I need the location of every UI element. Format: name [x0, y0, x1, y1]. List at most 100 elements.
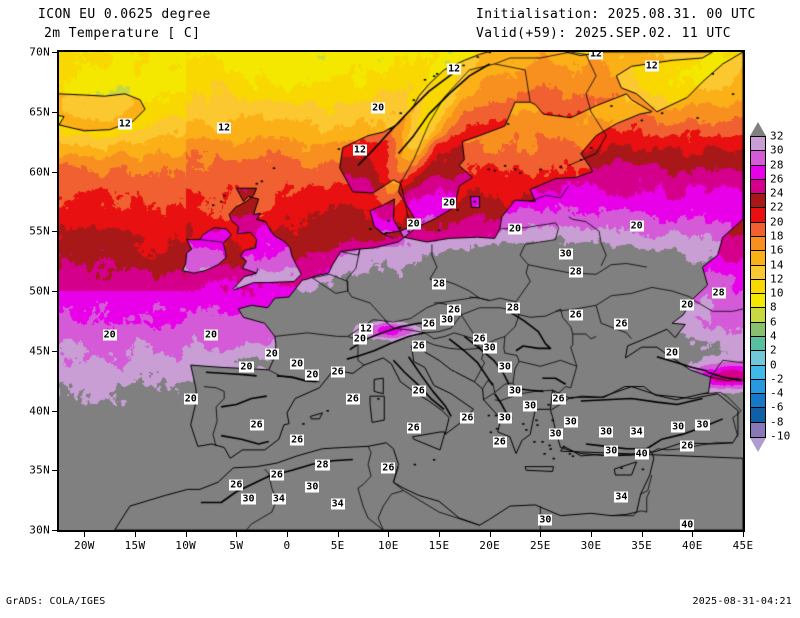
colorbar-band	[751, 194, 765, 209]
contour-value-label: 30	[538, 514, 553, 526]
colorbar-band	[751, 365, 765, 380]
temperature-field-canvas	[59, 52, 743, 530]
colorbar-tick-label: 22	[770, 200, 784, 214]
colorbar-band	[751, 151, 765, 166]
contour-value-label: 26	[249, 419, 264, 431]
colorbar-extend-top-icon	[750, 122, 766, 136]
x-tick-label: 10E	[377, 539, 399, 552]
colorbar-tick-label: 4	[770, 329, 777, 343]
x-tick-label: 0	[283, 539, 291, 552]
contour-value-label: 30	[482, 342, 497, 354]
y-tick-mark	[52, 410, 57, 412]
valid-time-label: Valid(+59): 2025.SEP.02. 11 UTC	[476, 26, 732, 41]
contour-value-label: 26	[680, 440, 695, 452]
colorbar-tick-label: 28	[770, 158, 784, 172]
colorbar-tick-label: 16	[770, 243, 784, 257]
contour-value-label: 30	[305, 481, 320, 493]
contour-value-label: 30	[507, 385, 523, 397]
contour-value-label: 30	[497, 361, 512, 373]
contour-value-label: 26	[411, 340, 426, 352]
x-tick-label: 20W	[73, 539, 95, 552]
y-tick-label: 30N	[29, 523, 50, 537]
colorbar-band	[751, 251, 765, 266]
y-tick-mark	[52, 52, 57, 53]
colorbar-tick-label: 26	[770, 172, 784, 186]
colorbar-tick-label: 8	[770, 300, 777, 314]
x-tick-mark	[641, 532, 643, 537]
contour-value-label: 34	[271, 493, 286, 505]
contour-value-label: 20	[665, 347, 680, 359]
contour-value-label: 26	[411, 385, 426, 397]
x-tick-mark	[540, 532, 542, 537]
contour-value-label: 20	[203, 329, 219, 341]
colorbar-tick-label: -8	[770, 415, 784, 429]
x-tick-mark	[287, 532, 288, 537]
contour-value-label: 30	[558, 248, 573, 260]
colorbar-band	[751, 351, 765, 366]
contour-value-label: 20	[371, 102, 386, 114]
x-tick-label: 45E	[732, 539, 754, 552]
temperature-colorbar	[750, 136, 766, 438]
contour-value-label: 30	[440, 314, 455, 326]
colorbar-tick-label: 0	[770, 358, 777, 372]
contour-value-label: 26	[460, 412, 475, 424]
colorbar-band	[751, 408, 765, 423]
x-tick-mark	[185, 532, 187, 537]
contour-value-label: 26	[290, 434, 305, 446]
contour-value-label: 26	[568, 309, 583, 321]
y-tick-mark	[52, 171, 57, 173]
contour-value-label: 26	[381, 462, 396, 474]
contour-value-label: 20	[264, 348, 279, 360]
y-tick-label: 40N	[29, 404, 50, 417]
colorbar-tick-label: 24	[770, 186, 784, 200]
colorbar-tick-label: 18	[770, 229, 784, 243]
contour-value-label: 26	[269, 469, 284, 481]
y-tick-mark	[52, 530, 57, 531]
colorbar-tick-label: -4	[770, 386, 784, 400]
colorbar-tick-label: 14	[770, 258, 784, 272]
contour-value-label: 26	[421, 318, 436, 330]
contour-value-label: 26	[229, 479, 244, 491]
x-tick-mark	[388, 532, 390, 537]
contour-value-label: 34	[330, 498, 345, 510]
contour-value-label: 12	[589, 50, 604, 60]
contour-value-label: 20	[352, 333, 367, 345]
x-tick-label: 15W	[124, 539, 146, 552]
y-tick-label: 70N	[29, 45, 50, 59]
contour-value-label: 30	[497, 412, 512, 424]
x-tick-label: 5W	[229, 539, 244, 552]
x-tick-label: 20E	[479, 539, 501, 552]
colorbar-band	[751, 179, 765, 195]
contour-value-label: 30	[599, 426, 614, 438]
contour-value-label: 20	[680, 299, 695, 311]
contour-value-label: 28	[505, 302, 520, 314]
field-title: 2m Temperature [ C]	[44, 26, 201, 41]
colorbar-band	[751, 322, 765, 337]
y-tick-label: 45N	[29, 344, 50, 358]
contour-value-label: 26	[614, 318, 629, 330]
y-tick-label: 55N	[29, 224, 50, 238]
colorbar-band	[751, 265, 765, 280]
contour-value-label: 30	[563, 416, 578, 428]
x-tick-mark	[489, 532, 491, 537]
contour-value-label: 28	[568, 266, 583, 278]
x-tick-label: 10W	[175, 539, 197, 552]
colorbar-band	[751, 222, 765, 237]
colorbar-band	[751, 279, 765, 295]
contour-value-label: 30	[604, 445, 619, 457]
contour-value-label: 20	[239, 361, 254, 373]
contour-value-label: 28	[431, 278, 447, 290]
contour-value-label: 12	[352, 144, 367, 156]
x-tick-label: 5E	[330, 539, 345, 552]
x-tick-label: 25E	[529, 539, 551, 552]
colorbar-tick-label: 12	[770, 272, 784, 286]
colorbar-tick-label: 6	[770, 315, 777, 329]
contour-value-label: 26	[551, 393, 566, 405]
contour-value-label: 30	[671, 421, 686, 433]
contour-value-label: 26	[472, 333, 487, 345]
contour-value-label: 28	[711, 287, 726, 299]
colorbar-tick-label: 10	[770, 286, 784, 300]
contour-value-label: 26	[345, 393, 360, 405]
contour-value-label: 20	[102, 329, 117, 341]
contour-value-label: 12	[359, 323, 374, 335]
